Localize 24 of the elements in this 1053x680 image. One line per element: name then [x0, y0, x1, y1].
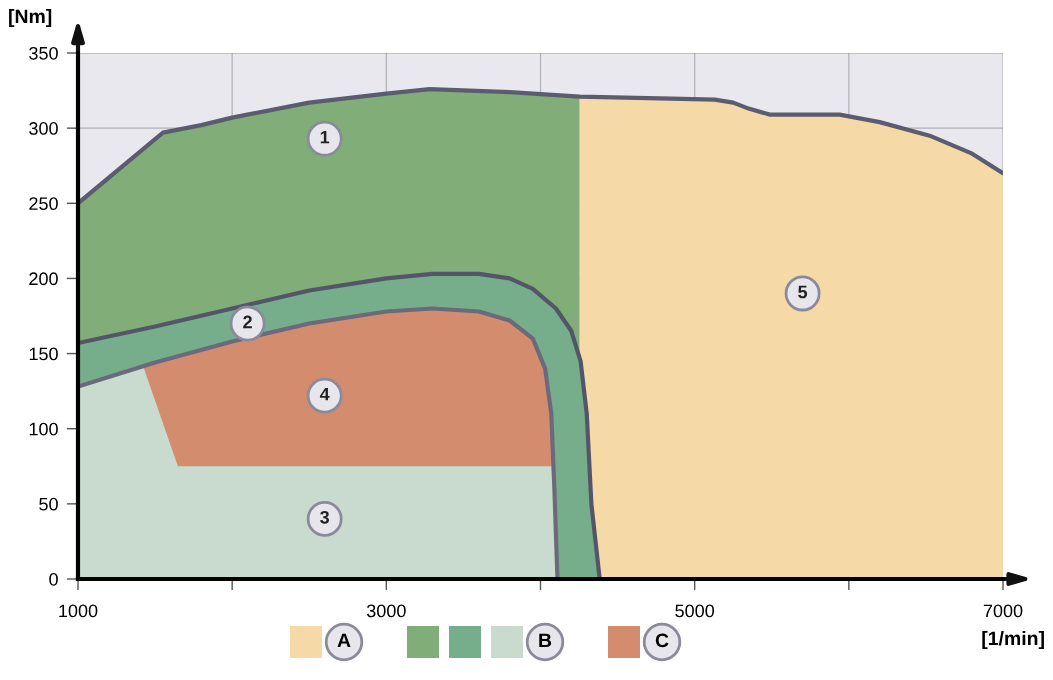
y-tick-label: 0 — [49, 572, 58, 586]
y-axis-title: [Nm] — [9, 8, 52, 28]
legend-label: C — [655, 633, 669, 648]
y-tick-label: 100 — [29, 422, 58, 436]
x-axis-title: [1/min] — [982, 630, 1044, 650]
annotation: 4 — [319, 387, 330, 401]
x-tick-label: 5000 — [675, 604, 715, 618]
x-tick-label: 7000 — [983, 604, 1023, 618]
y-tick-label: 150 — [29, 347, 58, 361]
legend-label: B — [539, 633, 552, 648]
y-tick-label: 250 — [29, 197, 58, 211]
annotation: 1 — [320, 130, 330, 144]
legend-label: A — [337, 633, 351, 648]
x-tick-label: 1000 — [59, 604, 98, 618]
y-tick-label: 350 — [29, 46, 58, 60]
line-series — [78, 306, 560, 579]
annotation: 5 — [798, 285, 808, 299]
line-series — [78, 86, 1003, 206]
annotation: 2 — [243, 315, 252, 329]
y-tick-label: 50 — [39, 497, 58, 511]
y-tick-label: 300 — [29, 122, 58, 135]
y-tick-label: 200 — [29, 272, 58, 286]
x-tick-label: 3000 — [366, 604, 406, 618]
annotation: 3 — [320, 510, 330, 524]
